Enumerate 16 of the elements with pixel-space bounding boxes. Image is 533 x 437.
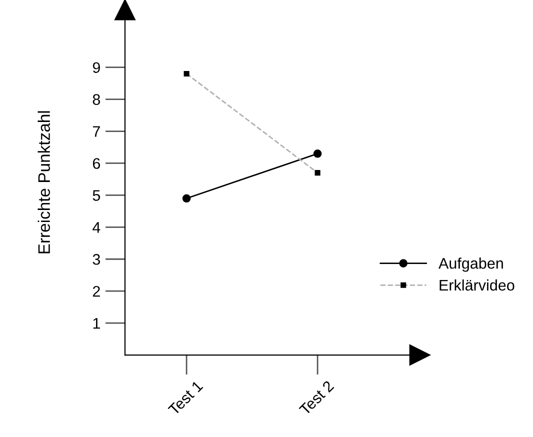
y-axis-title: Erreichte Punktzahl xyxy=(38,111,50,254)
legend-label: Erklärvideo xyxy=(440,279,514,291)
y-tick-label: 1 xyxy=(93,318,100,329)
y-tick-label: 5 xyxy=(92,190,100,201)
y-tick-label: 2 xyxy=(92,286,100,297)
y-tick-label: 7 xyxy=(92,126,100,137)
y-tick-label: 9 xyxy=(92,62,100,74)
legend-label: Aufgaben xyxy=(438,258,503,272)
x-tick-label: Test 1 xyxy=(168,380,204,416)
y-tick-label: 8 xyxy=(92,94,100,105)
point xyxy=(313,149,322,158)
point xyxy=(182,194,191,203)
y-tick-label: 6 xyxy=(92,158,100,169)
y-tick-label: 3 xyxy=(92,254,100,265)
x-tick-label: Test 2 xyxy=(298,380,334,416)
y-tick-label: 4 xyxy=(92,222,100,233)
